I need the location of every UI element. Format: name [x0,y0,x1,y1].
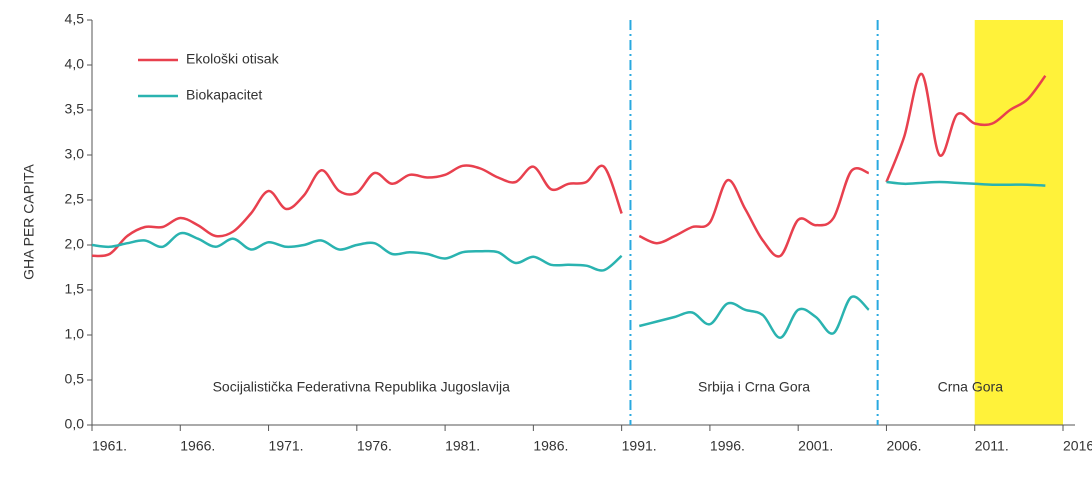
x-tick-label: 1981. [445,438,480,454]
series-line [638,167,870,258]
x-tick-label: 2016. [1063,438,1092,454]
x-tick-label: 1966. [180,438,215,454]
period-label: Srbija i Crna Gora [698,379,810,395]
series-line [91,231,623,272]
legend-label: Ekološki otisak [186,51,280,67]
x-tick-label: 1971. [269,438,304,454]
period-label: Socijalistička Federativna Republika Jug… [213,379,510,395]
y-tick-label: 4,5 [65,11,85,27]
series-line [886,180,1046,187]
y-tick-label: 4,0 [65,56,85,72]
x-tick-label: 2011. [975,438,1009,454]
x-tick-label: 1986. [533,438,568,454]
y-tick-label: 3,5 [65,101,85,117]
period-label: Crna Gora [938,379,1004,395]
x-tick-label: 1976. [357,438,392,454]
series-line [885,72,1047,183]
x-tick-label: 2006. [886,438,921,454]
legend-label: Biokapacitet [186,87,262,103]
series-line [638,295,870,339]
y-tick-label: 3,0 [65,146,85,162]
x-tick-label: 2001. [798,438,833,454]
x-tick-label: 1996. [710,438,745,454]
y-tick-label: 0,5 [65,371,85,387]
x-tick-label: 1991. [622,438,657,454]
y-tick-label: 1,5 [65,281,85,297]
y-tick-label: 0,0 [65,416,85,432]
y-tick-label: 2,0 [65,236,85,252]
highlight-band [974,20,1063,425]
y-tick-label: 1,0 [65,326,85,342]
y-tick-label: 2,5 [65,191,85,207]
y-axis-label: GHA PER CAPITA [21,164,37,280]
series-line [91,164,623,258]
x-tick-label: 1961. [92,438,127,454]
